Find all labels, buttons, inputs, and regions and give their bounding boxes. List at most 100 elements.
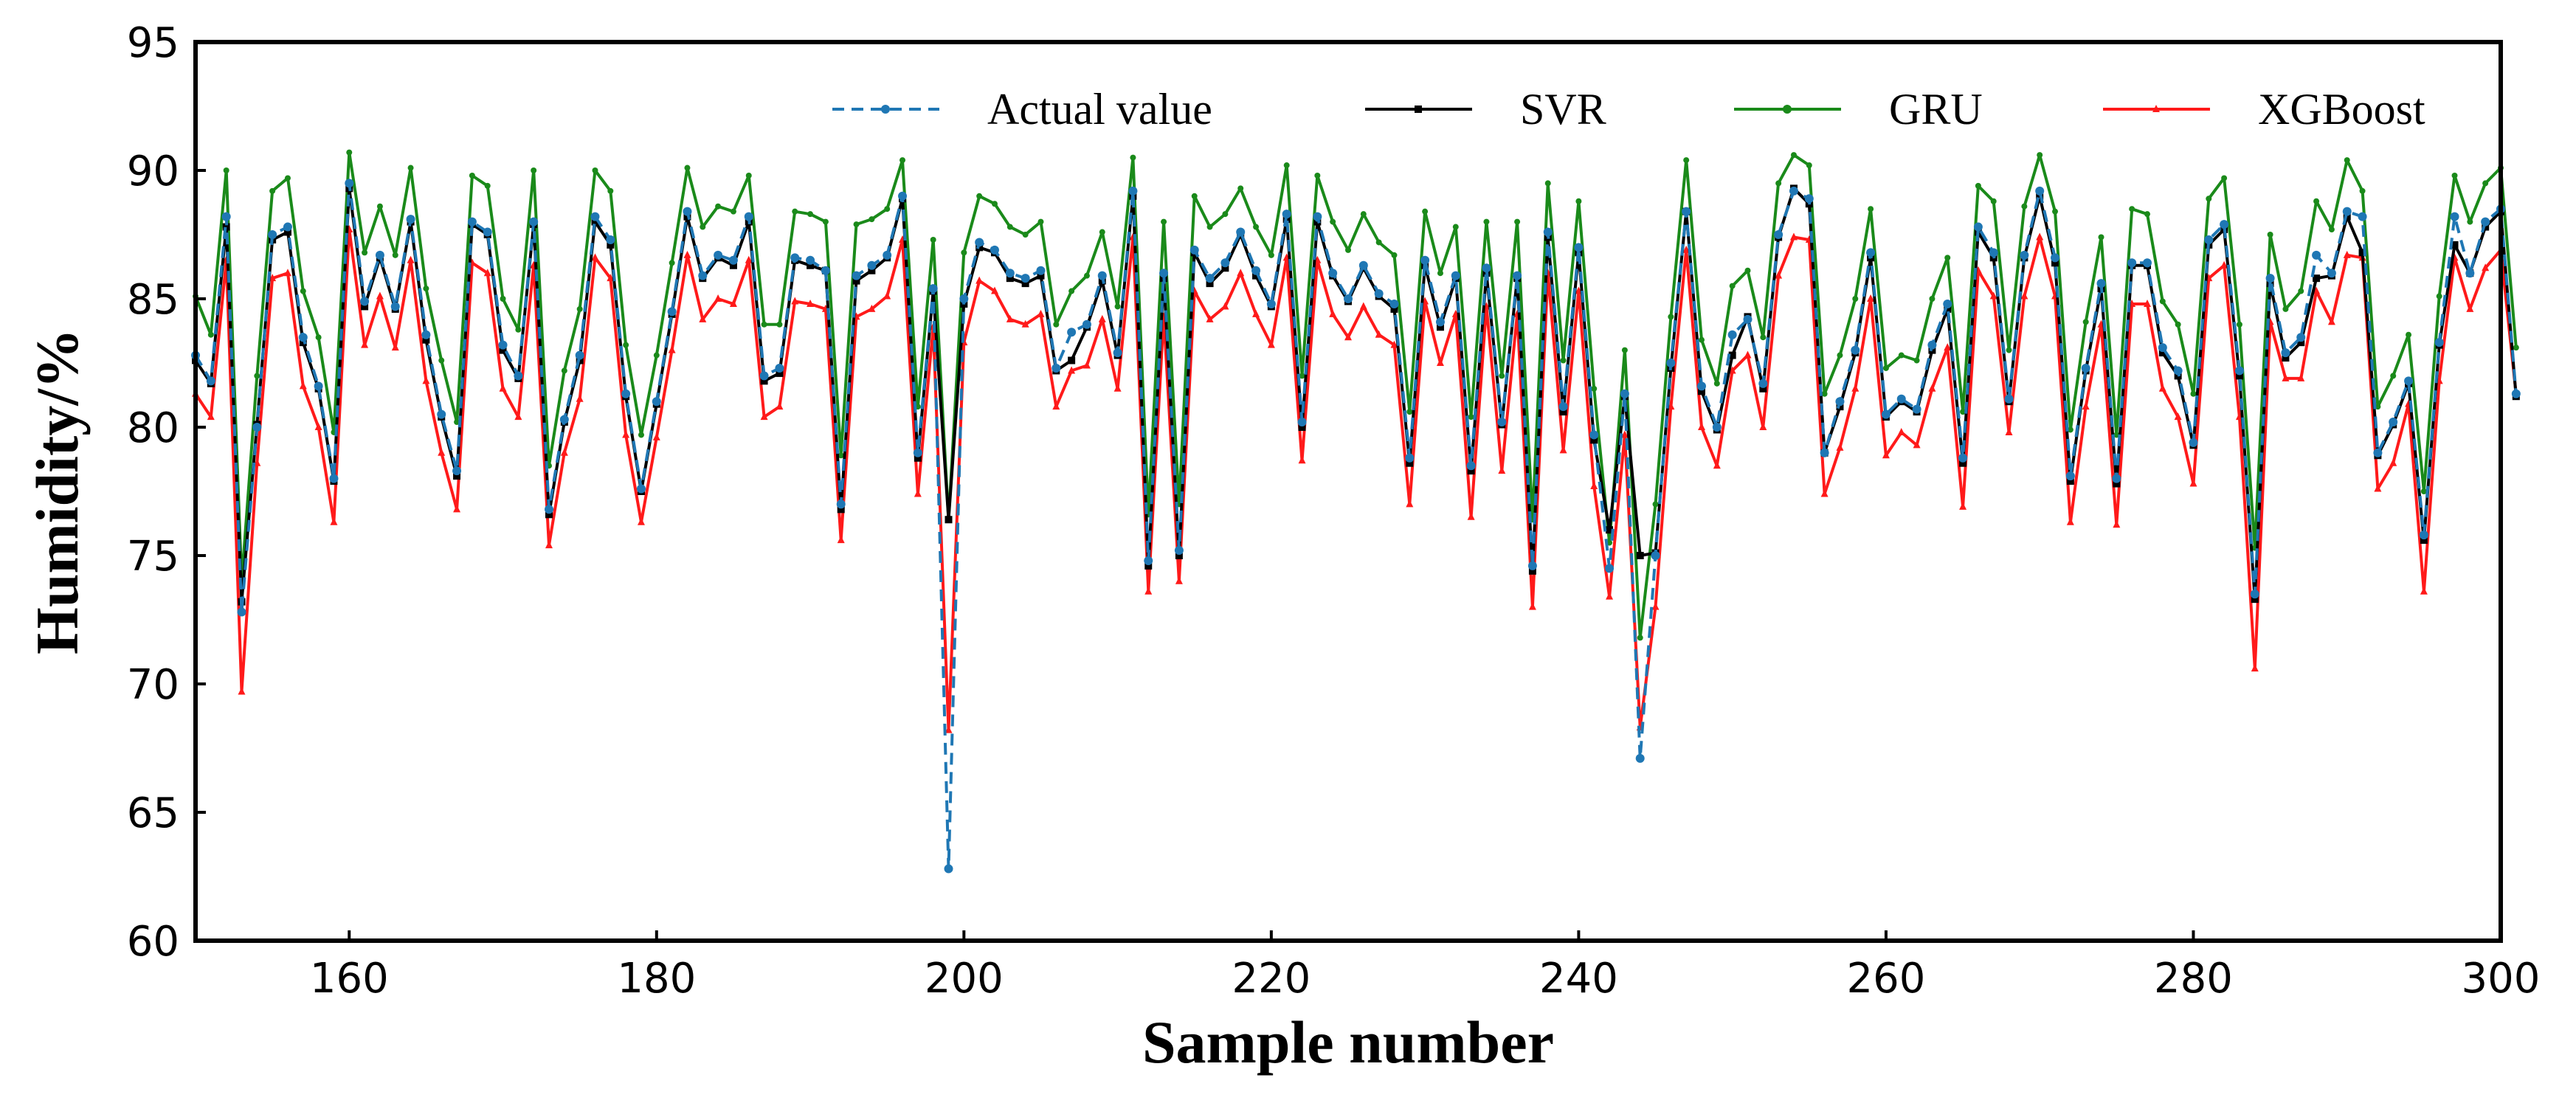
data-point-actual-value	[1174, 546, 1184, 556]
data-point-gru	[669, 260, 675, 266]
data-point-actual-value	[1189, 245, 1199, 255]
data-point-gru	[745, 172, 752, 179]
data-point-actual-value	[2312, 250, 2321, 260]
x-tick-label: 180	[617, 955, 696, 1003]
data-point-gru	[1806, 162, 1812, 169]
y-tick-label: 85	[127, 276, 179, 324]
data-point-actual-value	[2434, 338, 2444, 348]
data-point-actual-value	[1743, 314, 1753, 324]
data-point-gru	[531, 167, 537, 173]
data-point-gru	[2175, 321, 2181, 328]
data-point-xgboost	[2189, 479, 2197, 487]
data-point-actual-value	[790, 253, 800, 263]
data-point-actual-value	[1374, 289, 1384, 299]
data-point-gru	[1099, 229, 1105, 235]
data-point-actual-value	[636, 484, 646, 494]
data-point-xgboost	[207, 412, 215, 421]
data-point-actual-value	[990, 245, 999, 255]
data-point-gru	[1253, 224, 1260, 230]
data-point-svr	[2282, 354, 2290, 362]
data-point-xgboost	[837, 536, 845, 544]
data-point-actual-value	[1866, 248, 1876, 257]
data-point-actual-value	[1973, 222, 1983, 232]
data-point-actual-value	[714, 250, 723, 260]
data-point-svr	[1590, 436, 1598, 444]
data-point-xgboost	[514, 412, 522, 421]
data-point-actual-value	[1896, 394, 1906, 404]
data-point-svr	[852, 277, 860, 285]
data-point-xgboost	[868, 304, 876, 312]
data-point-xgboost	[1989, 291, 1997, 300]
data-point-actual-value	[498, 340, 508, 350]
data-point-gru	[1406, 409, 1413, 415]
data-point-xgboost	[1682, 245, 1691, 253]
data-point-xgboost	[683, 250, 691, 258]
data-point-gru	[607, 187, 614, 194]
data-point-actual-value	[728, 255, 738, 265]
data-point-actual-value	[2112, 474, 2121, 483]
y-tick-label: 70	[127, 661, 179, 709]
data-point-gru	[1330, 218, 1336, 225]
data-point-gru	[1652, 501, 1659, 508]
data-point-gru	[1083, 272, 1090, 279]
data-point-actual-value	[237, 607, 246, 617]
data-point-actual-value	[483, 227, 492, 237]
data-point-gru	[1713, 380, 1720, 387]
data-point-gru	[761, 321, 767, 328]
data-point-gru	[1837, 352, 1843, 359]
data-point-gru	[2282, 305, 2289, 312]
data-point-xgboost	[1206, 314, 1214, 322]
data-point-xgboost	[945, 725, 953, 733]
data-point-actual-value	[1789, 186, 1798, 196]
data-point-actual-value	[1558, 402, 1568, 412]
data-point-actual-value	[2189, 438, 2198, 447]
data-point-xgboost	[2297, 373, 2305, 381]
data-point-actual-value	[2296, 333, 2306, 342]
data-point-xgboost	[1897, 427, 1905, 435]
data-point-svr	[422, 336, 430, 344]
data-point-actual-value	[1128, 186, 1138, 196]
data-point-svr	[2113, 480, 2121, 488]
data-point-xgboost	[1498, 466, 1506, 474]
legend-label: XGBoost	[2258, 85, 2425, 134]
plot-frame	[193, 40, 2503, 943]
data-point-xgboost	[791, 297, 799, 305]
data-point-gru	[1483, 218, 1490, 225]
data-point-actual-value	[2358, 212, 2367, 221]
data-point-xgboost	[1928, 384, 1936, 392]
data-point-actual-value	[944, 864, 953, 874]
data-point-xgboost	[2389, 458, 2397, 466]
data-point-actual-value	[1328, 269, 1338, 278]
series-line-gru	[194, 151, 2518, 640]
data-point-gru	[869, 216, 875, 223]
data-point-gru	[1299, 373, 1305, 379]
data-point-gru	[2067, 426, 2073, 433]
data-point-svr	[1728, 351, 1736, 359]
data-point-actual-value	[1282, 210, 1291, 219]
data-point-gru	[1575, 198, 1582, 204]
data-point-xgboost	[1867, 294, 1875, 302]
data-point-gru	[438, 357, 445, 364]
data-point-actual-value	[421, 330, 431, 339]
data-point-actual-value	[2404, 376, 2414, 386]
data-point-actual-value	[1605, 564, 1615, 573]
data-point-actual-value	[1420, 255, 1430, 265]
data-point-xgboost	[1744, 350, 1752, 359]
data-point-actual-value	[1574, 243, 1584, 252]
data-point-gru	[2021, 203, 2028, 210]
data-point-actual-value	[406, 215, 415, 224]
data-point-svr	[1759, 384, 1767, 393]
x-tick-label: 300	[2462, 955, 2541, 1003]
data-point-gru	[792, 208, 798, 215]
data-point-actual-value	[1358, 260, 1368, 270]
data-point-gru	[1668, 314, 1674, 320]
data-point-xgboost	[1298, 456, 1306, 464]
y-tick-label: 95	[127, 19, 179, 67]
data-point-actual-value	[928, 284, 938, 294]
data-point-actual-value	[652, 397, 661, 407]
data-point-actual-value	[1543, 227, 1553, 237]
data-point-gru	[500, 296, 506, 302]
data-point-xgboost	[1375, 330, 1383, 338]
data-point-gru	[223, 167, 229, 173]
